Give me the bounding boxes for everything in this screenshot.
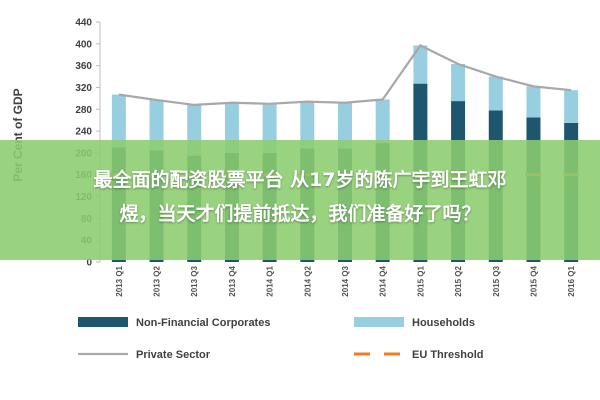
x-tick-label: 2015 Q2 [454,265,463,296]
y-tick-label: 400 [75,39,92,50]
x-tick-label: 2013 Q1 [115,265,124,296]
bar [149,100,164,151]
x-tick-label: 2014 Q2 [303,265,312,296]
bar [526,86,541,118]
legend-label: Private Sector [136,349,211,361]
bar [488,76,503,111]
x-axis-ticks: 2013 Q1 2013 Q2 2013 Q3 2013 Q4 2014 Q1 2014 … [115,265,576,296]
x-tick-label: 2013 Q2 [153,265,162,296]
y-tick-label: 360 [75,61,92,72]
legend-label: Non-Financial Corporates [136,317,270,329]
y-tick-label: 0 [86,258,92,269]
x-tick-label: 2015 Q4 [529,265,538,296]
bar [111,94,126,148]
legend: Non-Financial Corporates Households Privat… [78,317,484,361]
promo-text[interactable]: 最全面的配资股票平台 从17岁的陈广宇到王虹邓 煜，当天才们提前抵达，我们准备好… [10,163,590,231]
x-tick-label: 2015 Q3 [492,265,501,296]
x-tick-label: 2013 Q4 [228,265,237,296]
bar [375,99,390,144]
legend-swatch [354,317,404,327]
promo-line-1: 最全面的配资股票平台 从17岁的陈广宇到王虹邓 [93,169,507,191]
y-tick-label: 440 [75,18,92,29]
legend-swatch [78,317,128,327]
x-tick-label: 2014 Q4 [379,265,388,296]
x-tick-label: 2013 Q3 [190,265,199,296]
legend-label: Households [412,317,475,329]
legend-label: EU Threshold [412,349,484,361]
x-tick-label: 2015 Q1 [416,265,425,296]
bar [451,64,466,102]
bar [300,101,315,149]
x-tick-label: 2016 Q1 [567,265,576,296]
promo-banner [0,140,600,260]
private-sector-line [118,44,572,107]
x-tick-label: 2014 Q1 [266,265,275,296]
y-tick-label: 240 [75,127,92,138]
bar [413,45,428,84]
bar [338,102,352,149]
x-tick-label: 2014 Q3 [341,265,350,296]
y-tick-label: 280 [75,105,92,116]
bar [564,90,579,123]
promo-line-2: 煜，当天才们提前抵达，我们准备好了吗？ [119,203,481,225]
y-tick-label: 320 [75,83,92,94]
